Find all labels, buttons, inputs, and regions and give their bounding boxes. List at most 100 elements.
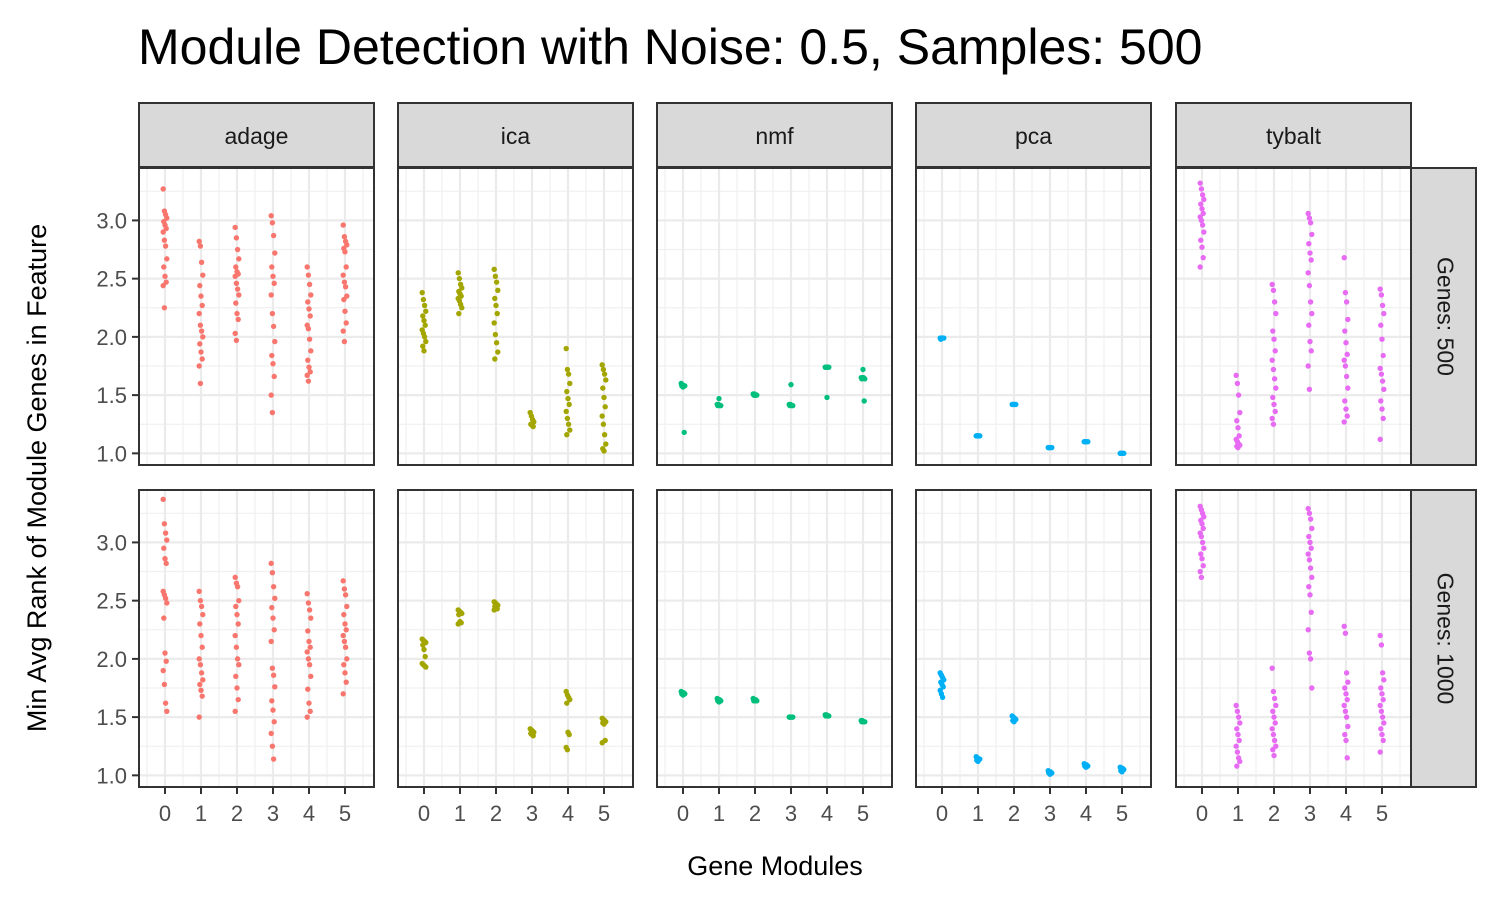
data-point	[1380, 737, 1386, 744]
panel-border	[915, 167, 1152, 466]
x-tick-label: 2	[1268, 801, 1280, 826]
data-point	[344, 293, 350, 299]
panel-pca-0	[915, 167, 1152, 466]
data-point	[197, 662, 204, 668]
data-point	[1306, 583, 1312, 590]
data-point	[1235, 425, 1241, 431]
data-point	[974, 433, 980, 439]
x-tick-label: 5	[857, 801, 869, 826]
data-point	[940, 684, 946, 690]
column-strip-ica: ica	[397, 102, 634, 168]
panel-border	[138, 489, 375, 788]
data-point	[197, 282, 203, 289]
panel-tybalt-1	[1175, 489, 1412, 788]
data-point	[1377, 749, 1383, 755]
data-point	[600, 421, 607, 427]
x-tick-label: 5	[598, 801, 610, 826]
panel-ica-1	[397, 489, 634, 788]
data-point	[459, 285, 465, 291]
data-point	[421, 334, 428, 340]
panel-border	[656, 489, 893, 788]
data-point	[196, 363, 202, 369]
data-point	[161, 305, 168, 311]
data-point	[1270, 747, 1276, 753]
data-point	[493, 279, 500, 285]
data-point	[305, 272, 312, 278]
data-point	[234, 656, 241, 662]
data-point	[305, 600, 312, 606]
data-point	[304, 590, 310, 597]
data-point	[564, 388, 570, 395]
data-point	[1234, 726, 1240, 732]
data-point	[236, 597, 242, 604]
data-point	[1377, 702, 1383, 709]
data-point	[306, 281, 313, 288]
data-point	[1306, 533, 1312, 540]
data-point	[1381, 310, 1387, 317]
data-point	[1307, 299, 1314, 305]
data-point	[269, 352, 275, 359]
data-point	[491, 320, 497, 326]
data-point	[1118, 450, 1124, 457]
data-point	[234, 685, 240, 691]
data-point	[1380, 415, 1386, 422]
data-point	[495, 287, 501, 293]
data-point	[236, 292, 242, 298]
strip-label-tybalt: tybalt	[1266, 123, 1322, 149]
data-point	[565, 371, 572, 377]
data-point	[199, 693, 205, 699]
data-point	[233, 644, 240, 650]
data-point	[1201, 514, 1207, 520]
data-point	[1308, 545, 1314, 551]
data-point	[234, 583, 241, 590]
x-tick-label: 1	[713, 801, 725, 826]
data-point	[1308, 609, 1314, 615]
data-point	[306, 700, 312, 706]
data-point	[716, 699, 722, 705]
data-point	[1237, 409, 1243, 416]
data-point	[235, 621, 241, 627]
data-point	[305, 357, 311, 363]
data-point	[1341, 357, 1347, 363]
data-point	[1343, 714, 1350, 720]
data-point	[1309, 574, 1315, 581]
data-point	[495, 349, 501, 355]
data-point	[563, 408, 569, 415]
x-tick-label: 4	[1080, 801, 1092, 826]
y-tick-label: 2.0	[96, 647, 127, 672]
data-point	[1342, 685, 1348, 691]
data-point	[1198, 237, 1204, 243]
data-point	[603, 377, 609, 383]
data-point	[197, 243, 204, 249]
data-point	[1271, 695, 1278, 702]
data-point	[304, 372, 310, 379]
y-tick-label: 2.0	[96, 325, 127, 350]
data-point	[340, 691, 346, 697]
data-point	[161, 264, 167, 270]
data-point	[233, 264, 239, 270]
data-point	[1235, 444, 1241, 451]
data-point	[1269, 665, 1275, 671]
strip-label-row: Genes: 1000	[1432, 573, 1458, 705]
data-point	[160, 282, 166, 289]
data-point	[1233, 702, 1239, 709]
data-point	[269, 604, 275, 611]
data-point	[1234, 418, 1240, 424]
data-point	[491, 266, 497, 273]
data-point	[161, 615, 167, 621]
data-point	[1197, 264, 1203, 270]
data-point	[421, 646, 427, 653]
data-point	[492, 295, 498, 302]
data-point	[160, 229, 166, 235]
data-point	[344, 603, 350, 610]
data-point	[197, 681, 203, 688]
data-point	[341, 638, 348, 645]
data-point	[1307, 656, 1314, 662]
data-point	[459, 305, 465, 311]
x-tick-label: 0	[418, 801, 430, 826]
data-point	[1011, 719, 1017, 725]
data-point	[1237, 758, 1243, 765]
data-point	[343, 679, 349, 685]
data-point	[1269, 357, 1275, 363]
data-point	[1307, 516, 1314, 522]
